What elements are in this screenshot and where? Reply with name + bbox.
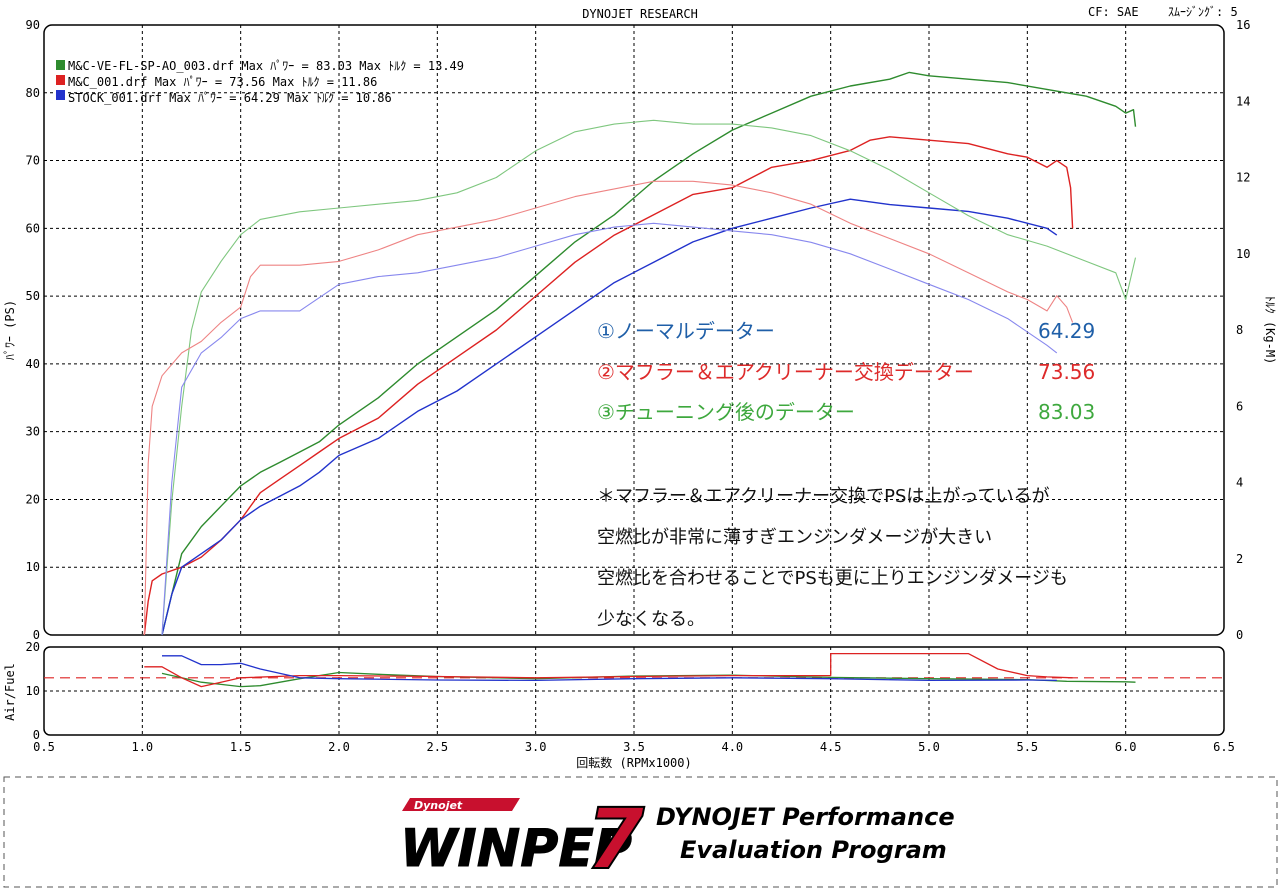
power-tick-label: 10: [26, 560, 40, 574]
legend-entry-muffler: M&C_001.drf Max ﾊﾟﾜｰ = 73.56 Max ﾄﾙｸ = 1…: [68, 75, 377, 89]
rpm-tick-label: 1.5: [230, 740, 252, 754]
torque-tick-label: 10: [1236, 247, 1250, 261]
legend-entry-stock: STOCK_001.drf Max ﾊﾟﾜｰ = 64.29 Max ﾄﾙｸ =…: [68, 91, 392, 105]
logo-brand-number: 7: [586, 790, 645, 888]
note-line-4: 少なくなる。: [597, 609, 705, 630]
power-plot-grid: [44, 25, 1224, 635]
chart-title: DYNOJET RESEARCH: [582, 7, 698, 21]
annotation-tuned-label: ③チューニング後のデーター: [597, 400, 855, 424]
power-tick-label: 20: [26, 492, 40, 506]
power-torque-series: [143, 71, 1137, 636]
annotation-muffler-label: ②マフラー＆エアクリーナー交換データー: [597, 360, 974, 384]
rpm-tick-label: 5.0: [918, 740, 940, 754]
rpm-tick-label: 4.5: [820, 740, 842, 754]
legend-entry-tuned: M&C-VE-FL-SP-AO_003.drf Max ﾊﾟﾜｰ = 83.03…: [68, 59, 464, 73]
comparison-annotations: ①ノーマルデーター 64.29 ②マフラー＆エアクリーナー交換データー 73.5…: [597, 319, 1095, 424]
rpm-tick-label: 1.0: [131, 740, 153, 754]
power-tick-label: 90: [26, 18, 40, 32]
air-fuel-series: [144, 652, 1136, 688]
torque-tick-label: 14: [1236, 94, 1250, 108]
annotation-note: ＊マフラー＆エアクリーナー交換でPSは上がっているが 空燃比が非常に薄すぎエンジ…: [597, 486, 1068, 630]
power-tick-label: 40: [26, 357, 40, 371]
air-fuel-axis-label: Air/Fuel: [3, 663, 17, 721]
air-fuel-tick-label: 0: [33, 728, 40, 742]
correction-factor-label: CF: SAE: [1088, 5, 1139, 19]
power-tick-label: 0: [33, 628, 40, 642]
series-torque-line: [161, 222, 1058, 636]
winpep-logo: Dynojet WINPEP 7 DYNOJET Performance Eva…: [400, 789, 955, 889]
torque-tick-label: 0: [1236, 628, 1243, 642]
power-axis-ticks: 0 10 20 30 40 50 60 70 80 90: [26, 18, 40, 642]
air-fuel-tick-label: 10: [26, 684, 40, 698]
torque-tick-label: 12: [1236, 171, 1250, 185]
torque-tick-label: 4: [1236, 476, 1243, 490]
series-power-line: [161, 71, 1137, 636]
note-line-3: 空燃比を合わせることでPSも更に上りエンジンダメージも: [597, 568, 1068, 589]
torque-tick-label: 6: [1236, 399, 1243, 413]
power-tick-label: 80: [26, 86, 40, 100]
annotation-tuned-value: 83.03: [1038, 400, 1095, 424]
torque-tick-label: 2: [1236, 552, 1243, 566]
note-line-1: ＊マフラー＆エアクリーナー交換でPSは上がっているが: [597, 486, 1049, 507]
rpm-tick-label: 5.5: [1016, 740, 1038, 754]
rpm-tick-label: 4.0: [721, 740, 743, 754]
rpm-tick-label: 2.5: [426, 740, 448, 754]
legend-swatch-tuned: [56, 60, 65, 70]
annotation-muffler-value: 73.56: [1038, 360, 1095, 384]
tagline-line-2: Evaluation Program: [680, 836, 947, 864]
logo-brand-big: WINPEP: [400, 819, 632, 879]
rpm-tick-label: 3.0: [525, 740, 547, 754]
series-air-fuel-line: [162, 655, 1057, 682]
torque-tick-label: 16: [1236, 18, 1250, 32]
legend-swatch-muffler: [56, 75, 65, 85]
series-torque-line: [143, 180, 1074, 636]
legend: M&C-VE-FL-SP-AO_003.drf Max ﾊﾟﾜｰ = 83.03…: [56, 59, 464, 105]
series-power-line: [161, 198, 1058, 636]
smoothing-label: ｽﾑｰｼﾞﾝｸﾞ: 5: [1168, 5, 1238, 19]
rpm-tick-label: 6.5: [1213, 740, 1235, 754]
power-tick-label: 60: [26, 221, 40, 235]
power-tick-label: 50: [26, 289, 40, 303]
logo-banner: [402, 798, 520, 811]
note-line-2: 空燃比が非常に薄すぎエンジンダメージが大きい: [597, 527, 992, 548]
rpm-tick-label: 0.5: [33, 740, 55, 754]
rpm-tick-label: 2.0: [328, 740, 350, 754]
rpm-tick-label: 3.5: [623, 740, 645, 754]
series-air-fuel-line: [144, 652, 1073, 688]
series-torque-line: [161, 119, 1137, 636]
annotation-stock-label: ①ノーマルデーター: [597, 319, 775, 343]
power-tick-label: 70: [26, 154, 40, 168]
power-tick-label: 30: [26, 425, 40, 439]
torque-axis-ticks: 0 2 4 6 8 10 12 14 16: [1236, 18, 1250, 642]
legend-swatch-stock: [56, 90, 65, 100]
figure-border: [3, 776, 1278, 888]
rpm-axis-label: 回転数 (RPMx1000): [576, 755, 691, 770]
logo-brand-small: Dynojet: [414, 799, 463, 812]
tagline-line-1: DYNOJET Performance: [656, 803, 955, 831]
rpm-axis-ticks: 0.5 1.0 1.5 2.0 2.5 3.0 3.5 4.0 4.5 5.0 5.5 6.0 6.5: [33, 740, 1235, 754]
annotation-stock-value: 64.29: [1038, 319, 1095, 343]
air-fuel-axis-ticks: 0 10 20: [26, 640, 40, 742]
air-fuel-tick-label: 20: [26, 640, 40, 654]
power-axis-label: ﾊﾟﾜｰ (PS): [3, 300, 17, 360]
torque-axis-label: ﾄﾙｸ (Kg-M): [1263, 296, 1277, 365]
rpm-tick-label: 6.0: [1115, 740, 1137, 754]
torque-tick-label: 8: [1236, 323, 1243, 337]
